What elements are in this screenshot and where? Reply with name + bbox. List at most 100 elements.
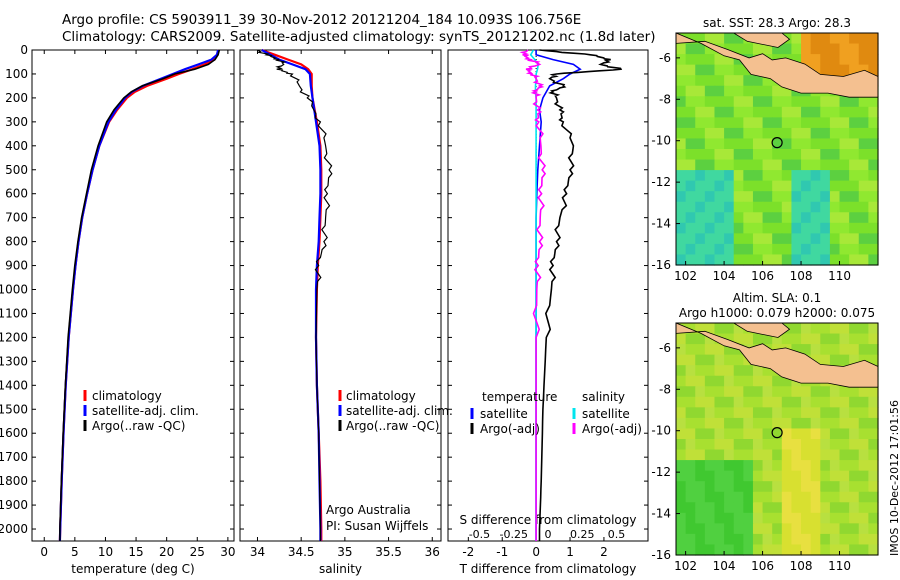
map-grid-cell <box>685 449 696 461</box>
map-grid-cell <box>839 64 850 76</box>
map-grid-cell <box>733 375 744 387</box>
difference-legend-label: satellite <box>480 407 528 421</box>
map-grid-cell <box>772 180 783 192</box>
map-grid-cell <box>829 159 841 171</box>
map-grid-cell <box>704 481 716 493</box>
map-grid-cell <box>724 439 735 451</box>
map-grid-cell <box>839 344 850 356</box>
map-grid-cell <box>772 396 783 408</box>
map-grid-cell <box>839 512 850 524</box>
map-grid-cell <box>762 85 773 97</box>
map-grid-cell <box>752 407 764 419</box>
map-grid-cell <box>685 417 696 430</box>
longitude-tick-label: 106 <box>751 559 774 573</box>
map-grid-cell <box>685 502 696 514</box>
map-grid-cell <box>704 428 716 440</box>
latitude-tick-label: -6 <box>659 51 671 65</box>
latitude-tick-label: -10 <box>651 134 671 148</box>
map-grid-cell <box>781 523 793 535</box>
map-grid-cell <box>868 481 879 493</box>
map-grid-cell <box>676 460 687 472</box>
map-grid-cell <box>714 533 725 546</box>
map-grid-cell <box>743 407 754 419</box>
map-grid-cell <box>829 180 841 192</box>
map-grid-cell <box>724 180 735 192</box>
map-grid-cell <box>676 180 687 192</box>
map-grid-cell <box>801 170 812 182</box>
map-grid-cell <box>791 512 802 524</box>
map-frame <box>675 32 879 266</box>
map-grid-cell <box>858 233 869 245</box>
map-grid-cell <box>714 149 725 161</box>
map-grid-cell <box>820 470 831 482</box>
map-grid-cell <box>752 85 764 97</box>
map-grid-cell <box>714 138 725 150</box>
map-grid-cell <box>704 75 716 87</box>
map-grid-cell <box>772 386 783 398</box>
argo-float-marker <box>771 427 783 439</box>
map-grid-cell <box>839 470 850 482</box>
map-grid-cell <box>839 212 850 224</box>
map-grid-cell <box>839 138 850 150</box>
map-grid-cell <box>829 191 841 203</box>
map-grid-cell <box>733 243 744 256</box>
map-grid-cell <box>858 491 869 503</box>
map-grid-cell <box>733 85 744 97</box>
map-grid-cell <box>772 138 783 150</box>
legend-salinity-heading: salinity <box>582 390 625 404</box>
map-grid-cell <box>810 344 821 356</box>
map-grid-cell <box>820 43 831 55</box>
map-grid-cell <box>714 243 725 256</box>
map-grid-cell <box>858 523 869 535</box>
longitude-tick-label: 102 <box>674 559 697 573</box>
map-grid-cell <box>868 138 879 150</box>
map-grid-cell <box>685 523 696 535</box>
depth-tick-label: 300 <box>5 115 28 129</box>
map-grid-cell <box>801 449 812 461</box>
map-grid-cell <box>695 344 706 356</box>
map-grid-cell <box>762 75 773 87</box>
map-grid-cell <box>743 75 754 87</box>
map-grid-cell <box>752 75 764 87</box>
map-grid-cell <box>781 439 793 451</box>
map-grid-cell <box>829 106 841 118</box>
map-grid-cell <box>810 191 821 203</box>
map-grid-cell <box>781 159 793 171</box>
map-grid-cell <box>752 523 764 535</box>
map-grid-cell <box>714 407 725 419</box>
longitude-tick-label: 108 <box>790 559 813 573</box>
map-grid-cell <box>839 159 850 171</box>
map-grid-cell <box>791 386 802 398</box>
map-grid-cell <box>810 212 821 224</box>
map-grid-cell <box>810 523 821 535</box>
map-grid-cell <box>685 460 696 472</box>
sla-map-title-line2: Argo h1000: 0.079 h2000: 0.075 <box>679 306 875 320</box>
map-grid-cell <box>858 191 869 203</box>
map-grid-cell <box>714 523 725 535</box>
map-grid-cell <box>676 354 687 366</box>
map-grid-cell <box>752 439 764 451</box>
map-grid-cell <box>695 386 706 398</box>
depth-tick-label: 1600 <box>0 426 28 440</box>
map-grid-cell <box>676 512 687 524</box>
map-grid-cell <box>762 407 773 419</box>
map-grid-cell <box>714 428 725 440</box>
map-grid-cell <box>820 243 831 256</box>
map-grid-cell <box>733 159 744 171</box>
map-grid-cell <box>676 491 687 503</box>
map-grid-cell <box>685 491 696 503</box>
map-grid-cell <box>676 201 687 213</box>
map-grid-cell <box>762 254 773 266</box>
map-grid-cell <box>733 502 744 514</box>
map-grid-cell <box>801 460 812 472</box>
map-grid-cell <box>695 170 706 182</box>
salinity-difference-tick-label: 0.5 <box>608 528 626 541</box>
map-grid-cell <box>676 396 687 408</box>
map-grid-cell <box>695 470 706 482</box>
map-grid-cell <box>820 54 831 66</box>
map-grid-cell <box>868 170 879 182</box>
map-grid-cell <box>714 344 725 356</box>
map-grid-cell <box>781 470 793 482</box>
depth-tick-label: 200 <box>5 91 28 105</box>
map-grid-cell <box>791 117 802 129</box>
